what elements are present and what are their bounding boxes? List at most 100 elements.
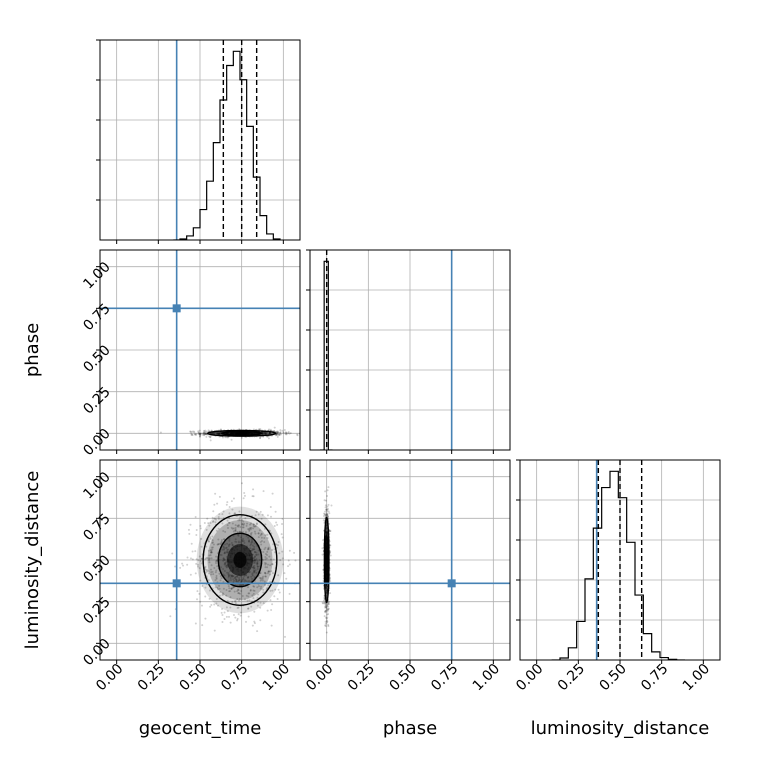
- sample-point: [266, 435, 269, 438]
- sample-point: [219, 591, 222, 594]
- sample-point: [277, 544, 280, 547]
- sample-point: [274, 588, 277, 591]
- sample-point: [196, 598, 199, 601]
- sample-point: [248, 523, 251, 526]
- sample-point: [257, 553, 260, 556]
- sample-point: [264, 566, 267, 569]
- sample-point: [236, 575, 239, 578]
- sample-point: [234, 602, 237, 605]
- sample-point: [199, 559, 202, 562]
- sample-point: [266, 609, 269, 612]
- sample-point: [171, 552, 174, 555]
- sample-point: [159, 431, 162, 434]
- sample-point: [253, 545, 256, 548]
- sample-point: [243, 491, 246, 494]
- sample-point: [256, 561, 259, 564]
- sample-point: [274, 551, 277, 554]
- sample-point: [243, 541, 246, 544]
- sample-point: [253, 566, 256, 569]
- sample-point: [240, 580, 243, 583]
- sample-point: [264, 432, 267, 435]
- x-tick-label: 0.25: [555, 661, 588, 694]
- sample-point: [326, 616, 329, 619]
- sample-point: [281, 522, 284, 525]
- sample-point: [190, 542, 193, 545]
- joint-density: [169, 482, 297, 638]
- sample-point: [275, 433, 278, 436]
- sample-point: [258, 428, 261, 431]
- sample-point: [254, 555, 257, 558]
- sample-point: [217, 543, 220, 546]
- sample-point: [267, 437, 270, 440]
- sample-point: [325, 587, 328, 590]
- sample-point: [250, 605, 253, 608]
- sample-point: [248, 540, 251, 543]
- sample-point: [256, 600, 259, 603]
- sample-point: [253, 542, 256, 545]
- sample-point: [198, 435, 201, 438]
- sample-point: [197, 559, 200, 562]
- sample-point: [322, 602, 325, 605]
- sample-point: [259, 587, 262, 590]
- sample-point: [215, 562, 218, 565]
- sample-point: [278, 433, 281, 436]
- sample-point: [237, 540, 240, 543]
- sample-point: [217, 432, 220, 435]
- sample-point: [286, 432, 289, 435]
- sample-point: [327, 625, 330, 628]
- truth-marker: [172, 304, 181, 313]
- sample-point: [189, 430, 192, 433]
- sample-point: [256, 565, 259, 568]
- sample-point: [195, 528, 198, 531]
- sample-point: [264, 563, 267, 566]
- sample-point: [235, 578, 238, 581]
- sample-point: [190, 432, 193, 435]
- sample-point: [263, 580, 266, 583]
- sample-point: [216, 560, 219, 563]
- sample-point: [285, 433, 288, 436]
- sample-point: [225, 546, 228, 549]
- sample-point: [218, 572, 221, 575]
- sample-point: [289, 432, 292, 435]
- sample-point: [220, 538, 223, 541]
- sample-point: [199, 432, 202, 435]
- sample-point: [271, 563, 274, 566]
- sample-point: [256, 596, 259, 599]
- sample-point: [265, 562, 268, 565]
- sample-point: [241, 539, 244, 542]
- sample-point: [237, 613, 240, 616]
- sample-point: [220, 607, 223, 610]
- sample-point: [216, 543, 219, 546]
- sample-point: [209, 554, 212, 557]
- sample-point: [213, 431, 216, 434]
- sample-point: [224, 563, 227, 566]
- sample-point: [256, 562, 259, 565]
- sample-point: [239, 530, 242, 533]
- sample-point: [259, 606, 262, 609]
- y-tick-label: 0.25: [80, 384, 113, 417]
- sample-point: [239, 519, 242, 522]
- sample-point: [287, 430, 290, 433]
- sample-point: [328, 530, 331, 533]
- sample-point: [250, 538, 253, 541]
- sample-point: [256, 562, 259, 565]
- sample-point: [234, 528, 237, 531]
- sample-point: [225, 436, 228, 439]
- sample-point: [269, 589, 272, 592]
- sample-point: [253, 559, 256, 562]
- sample-point: [236, 597, 239, 600]
- sample-point: [283, 572, 286, 575]
- sample-point: [222, 593, 225, 596]
- sample-point: [202, 432, 205, 435]
- sample-point: [211, 546, 214, 549]
- sample-point: [324, 510, 327, 513]
- sample-point: [240, 436, 243, 439]
- sample-point: [236, 590, 239, 593]
- sample-point: [261, 576, 264, 579]
- sample-point: [205, 432, 208, 435]
- sample-point: [205, 528, 208, 531]
- y-tick-label: 0.00: [80, 426, 113, 459]
- sample-point: [198, 555, 201, 558]
- joint-panel-geocent-time-luminosity-distance: 0.00 0.25 0.50 0.75 1.000.000.250.500.751.00: [80, 459, 301, 694]
- sample-point: [260, 532, 263, 535]
